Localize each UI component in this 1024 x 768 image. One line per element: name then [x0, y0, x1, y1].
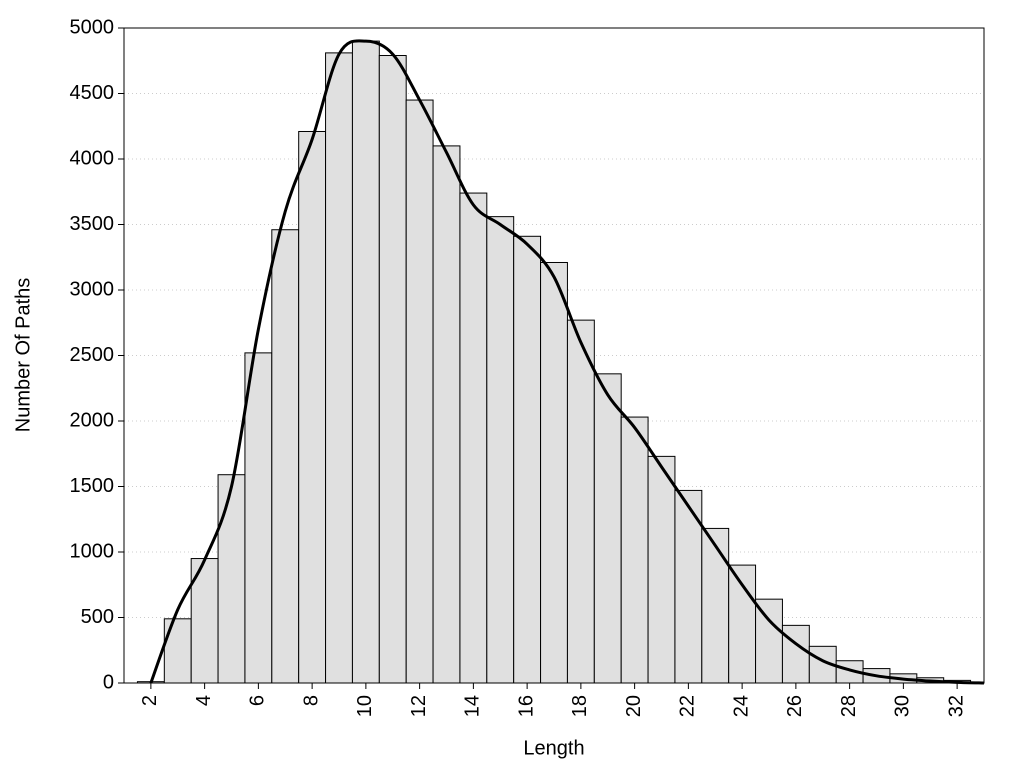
bar	[755, 598, 783, 684]
x-axis-label: Length	[523, 737, 584, 759]
x-tick-label: 2	[139, 695, 161, 706]
x-tick-label: 18	[569, 695, 591, 717]
x-tick-label: 10	[354, 695, 376, 717]
x-tick-label: 20	[623, 695, 645, 717]
y-tick-label: 1500	[70, 475, 115, 497]
x-tick-label: 26	[784, 695, 806, 717]
bar	[217, 474, 246, 684]
x-tick-label: 8	[300, 695, 322, 706]
y-tick-label: 2500	[70, 344, 115, 366]
x-tick-label: 32	[945, 695, 967, 717]
bar	[432, 145, 461, 684]
bar	[298, 130, 327, 684]
y-tick-label: 3000	[70, 278, 115, 300]
bar	[378, 55, 407, 684]
bar	[566, 319, 595, 684]
bar	[459, 192, 488, 684]
bar	[620, 416, 649, 684]
y-tick-label: 4500	[70, 82, 115, 104]
x-tick-label: 12	[408, 695, 430, 717]
y-tick-label: 1000	[70, 540, 115, 562]
y-tick-label: 5000	[70, 16, 115, 38]
bar	[486, 216, 515, 684]
y-tick-label: 4000	[70, 147, 115, 169]
x-tick-label: 14	[462, 695, 484, 717]
x-tick-label: 22	[677, 695, 699, 717]
x-tick-label: 16	[515, 695, 537, 717]
y-axis-label: Number Of Paths	[12, 278, 34, 433]
bar	[405, 99, 434, 684]
x-tick-label: 28	[838, 695, 860, 717]
bar	[593, 373, 622, 684]
bar	[513, 235, 542, 684]
bar	[163, 618, 192, 684]
bar	[351, 40, 380, 684]
y-tick-label: 3500	[70, 213, 115, 235]
y-tick-label: 0	[103, 671, 114, 693]
bar	[647, 455, 676, 684]
bar	[244, 352, 273, 684]
x-tick-label: 6	[247, 695, 269, 706]
fit-line	[149, 39, 985, 685]
plot-frame	[123, 27, 985, 684]
y-tick-label: 500	[81, 606, 114, 628]
x-tick-label: 4	[193, 695, 215, 706]
bar	[781, 624, 810, 684]
y-tick-label: 2000	[70, 409, 115, 431]
bar	[701, 527, 730, 684]
x-tick-label: 30	[892, 695, 914, 717]
bar	[271, 229, 300, 684]
bar	[540, 261, 568, 684]
bar	[325, 52, 353, 684]
x-tick-label: 24	[730, 695, 752, 717]
